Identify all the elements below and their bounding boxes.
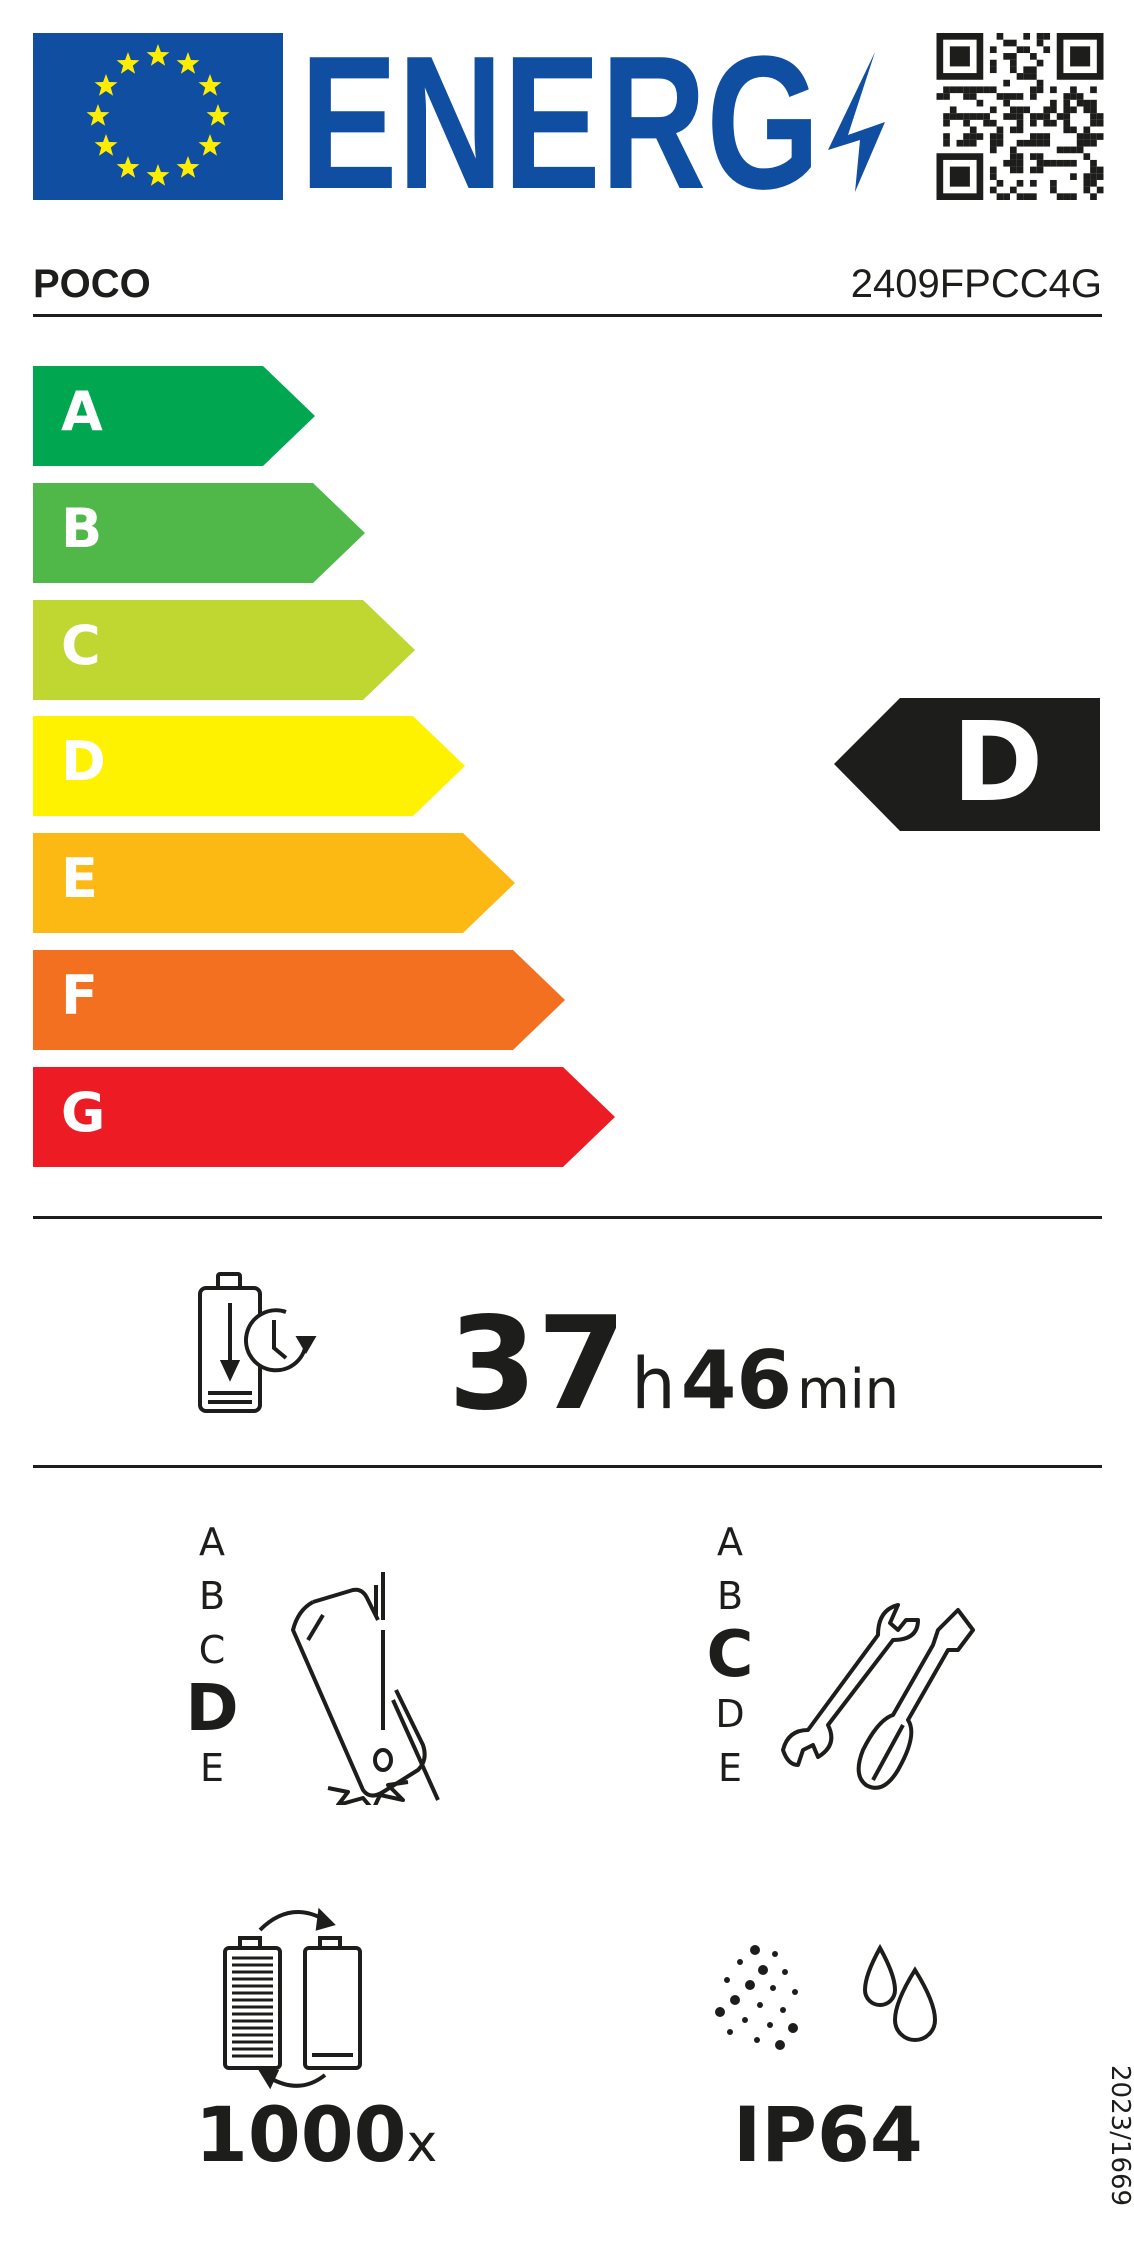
divider	[33, 314, 1102, 317]
star-icon	[94, 134, 118, 156]
battery-cycles-icon	[223, 1907, 362, 2090]
star-icon	[94, 74, 118, 96]
energy-class-letter: E	[61, 847, 98, 911]
lightning-icon	[828, 52, 885, 192]
scale-letter-D: D	[185, 1672, 239, 1746]
eu-flag-icon	[33, 33, 283, 200]
scale-letter-E: E	[717, 1746, 742, 1790]
hours-unit: h	[631, 1343, 676, 1425]
divider	[33, 1216, 1102, 1219]
model-identifier: 2409FPCC4G	[850, 262, 1102, 306]
qr-code-icon	[936, 33, 1104, 200]
star-icon	[198, 134, 222, 156]
scale-letter-E: E	[199, 1746, 224, 1790]
minutes-value: 46	[680, 1334, 793, 1427]
scale-letter-A: A	[717, 1520, 743, 1564]
star-icon	[116, 156, 140, 178]
minutes-unit: min	[797, 1358, 899, 1421]
star-icon	[176, 52, 200, 74]
star-icon	[86, 104, 110, 126]
divider	[33, 1465, 1102, 1468]
dust-water-icon	[715, 1943, 938, 2050]
scale-letter-A: A	[199, 1520, 225, 1564]
scale-letter-B: B	[198, 1574, 226, 1618]
cycles-unit: x	[406, 2114, 438, 2174]
energy-logo: ENERG	[300, 40, 885, 200]
star-icon	[206, 104, 230, 126]
battery-endurance-icon	[198, 1272, 317, 1413]
energy-class-bar-D: D	[33, 716, 468, 817]
battery-endurance-value: 37 h 46 min	[448, 1290, 899, 1439]
energy-class-bar-B: B	[33, 482, 368, 583]
energy-class-bar-A: A	[33, 366, 318, 466]
energy-class-letter: C	[61, 613, 101, 677]
brand-name: POCO	[33, 262, 151, 306]
cycles-number: 1000	[195, 2090, 407, 2179]
ingress-protection-value: IP64	[733, 2090, 923, 2179]
svg-text:ENERG: ENERG	[300, 40, 820, 200]
hours-value: 37	[448, 1290, 627, 1439]
star-icon	[116, 52, 140, 74]
scale-letter-C: C	[706, 1618, 754, 1692]
energy-class-letter: F	[61, 964, 98, 1027]
energy-class-letter: B	[61, 496, 103, 560]
energy-class-letter: D	[61, 730, 106, 794]
star-icon	[146, 164, 170, 186]
scale-letter-C: C	[198, 1628, 226, 1672]
energy-class-bar-C: C	[33, 599, 418, 700]
energy-class-bar-E: E	[33, 833, 518, 934]
scale-letter-B: B	[716, 1574, 744, 1618]
energy-class-indicator	[834, 698, 1100, 831]
star-icon	[176, 156, 200, 178]
repair-tools-icon	[781, 1603, 975, 1790]
energy-class-letter: A	[61, 380, 103, 443]
star-icon	[198, 74, 222, 96]
energy-class-bar-G: G	[33, 1066, 618, 1167]
energy-class-bar-F: F	[33, 950, 568, 1050]
battery-cycles-value: 1000x	[195, 2090, 437, 2179]
scale-letter-D: D	[715, 1692, 745, 1736]
regulation-number: 2023/1669	[1105, 2065, 1134, 2207]
energy-class-letter: G	[61, 1080, 106, 1144]
energy-class-rating: D	[952, 698, 1044, 826]
phone-drop-icon	[291, 1572, 440, 1805]
star-icon	[146, 44, 170, 66]
